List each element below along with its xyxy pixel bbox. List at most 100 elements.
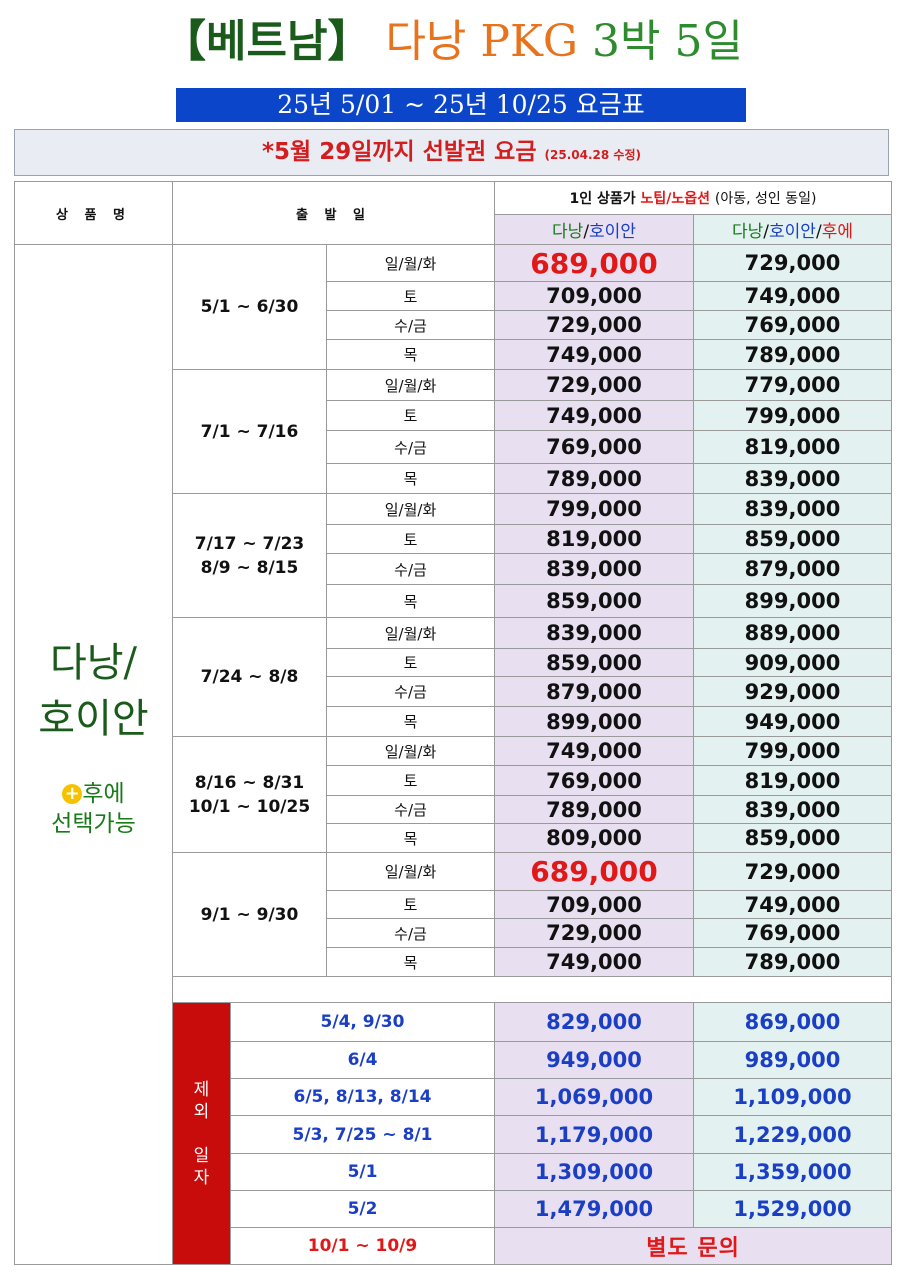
price-cell: 859,000 bbox=[693, 524, 892, 554]
price-cell: 749,000 bbox=[494, 400, 694, 431]
price-cell: 839,000 bbox=[693, 493, 892, 525]
price-cell: 859,000 bbox=[494, 584, 694, 618]
day-cell: 토 bbox=[326, 281, 495, 311]
col2-hoian: 호이안 bbox=[769, 222, 816, 242]
day-cell: 토 bbox=[326, 648, 495, 677]
product-line1: 다낭/ bbox=[49, 640, 138, 686]
price-cell: 749,000 bbox=[693, 281, 892, 311]
day-cell: 수/금 bbox=[326, 795, 495, 824]
excluded-label-char: 일 bbox=[193, 1145, 210, 1166]
price-cell: 899,000 bbox=[494, 706, 694, 737]
day-cell: 토 bbox=[326, 890, 495, 919]
notice-revised: (25.04.28 수정) bbox=[544, 148, 641, 162]
product-cell: 다낭/호이안 + 후에 선택가능 bbox=[14, 244, 173, 1265]
period-range: 8/16 ~ 8/31 10/1 ~ 10/25 bbox=[172, 736, 327, 853]
price-cell: 769,000 bbox=[494, 430, 694, 464]
period-banner: 25년 5/01 ~ 25년 10/25 요금표 bbox=[176, 88, 746, 122]
title-nights: 3박 bbox=[592, 16, 661, 67]
price-cell: 859,000 bbox=[494, 648, 694, 677]
title-bracket-open: 【 bbox=[161, 16, 206, 67]
excluded-price: 1,069,000 bbox=[494, 1078, 694, 1116]
col2-hue: 후에 bbox=[821, 222, 853, 242]
day-cell: 일/월/화 bbox=[326, 736, 495, 766]
day-cell: 일/월/화 bbox=[326, 244, 495, 282]
price-cell: 839,000 bbox=[494, 553, 694, 585]
period-range: 7/24 ~ 8/8 bbox=[172, 617, 327, 737]
price-cell: 909,000 bbox=[693, 648, 892, 677]
col1-slash: / bbox=[583, 222, 590, 242]
excluded-price: 949,000 bbox=[494, 1041, 694, 1079]
price-cell: 929,000 bbox=[693, 676, 892, 707]
price-cell: 809,000 bbox=[494, 823, 694, 853]
day-cell: 수/금 bbox=[326, 676, 495, 707]
price-cell: 729,000 bbox=[494, 310, 694, 340]
excluded-label: 제 외 일 자 bbox=[172, 1002, 231, 1265]
day-cell: 목 bbox=[326, 339, 495, 370]
excluded-label-char: 제 bbox=[193, 1079, 210, 1100]
price-cell: 879,000 bbox=[693, 553, 892, 585]
header-price-highlight: 노팁/노옵션 bbox=[640, 191, 711, 207]
price-cell: 839,000 bbox=[494, 617, 694, 649]
day-cell: 토 bbox=[326, 400, 495, 431]
price-cell: 799,000 bbox=[693, 400, 892, 431]
price-cell: 819,000 bbox=[693, 765, 892, 796]
price-cell: 819,000 bbox=[494, 524, 694, 554]
range-line1: 7/24 ~ 8/8 bbox=[200, 667, 299, 687]
price-cell: 839,000 bbox=[693, 463, 892, 494]
day-cell: 수/금 bbox=[326, 553, 495, 585]
day-cell: 목 bbox=[326, 947, 495, 977]
header-price-prefix: 1인 상품가 bbox=[569, 191, 636, 207]
price-cell: 799,000 bbox=[494, 493, 694, 525]
price-cell: 749,000 bbox=[494, 947, 694, 977]
excluded-dates: 5/3, 7/25 ~ 8/1 bbox=[230, 1115, 495, 1154]
price-cell: 789,000 bbox=[494, 795, 694, 824]
day-cell: 수/금 bbox=[326, 310, 495, 340]
excluded-dates: 6/5, 8/13, 8/14 bbox=[230, 1078, 495, 1116]
notice-banner: *5월 29일까지 선발권 요금 (25.04.28 수정) bbox=[14, 129, 889, 176]
price-cell: 949,000 bbox=[693, 706, 892, 737]
range-line1: 7/17 ~ 7/23 bbox=[194, 533, 305, 554]
day-cell: 일/월/화 bbox=[326, 617, 495, 649]
excluded-price: 1,179,000 bbox=[494, 1115, 694, 1154]
day-cell: 수/금 bbox=[326, 430, 495, 464]
price-cell: 729,000 bbox=[494, 369, 694, 401]
day-cell: 토 bbox=[326, 765, 495, 796]
price-cell: 749,000 bbox=[494, 736, 694, 766]
excluded-price: 869,000 bbox=[693, 1002, 892, 1042]
title-country: 베트남 bbox=[205, 16, 328, 67]
price-cell: 749,000 bbox=[494, 339, 694, 370]
day-cell: 목 bbox=[326, 823, 495, 853]
price-cell: 789,000 bbox=[693, 947, 892, 977]
period-range: 7/1 ~ 7/16 bbox=[172, 369, 327, 494]
price-cell: 749,000 bbox=[693, 890, 892, 919]
price-cell: 689,000 bbox=[494, 852, 694, 891]
product-name: 다낭/호이안 bbox=[16, 635, 172, 747]
excluded-label-char: 자 bbox=[193, 1167, 210, 1188]
price-cell: 769,000 bbox=[693, 310, 892, 340]
excluded-dates: 6/4 bbox=[230, 1041, 495, 1079]
price-cell: 769,000 bbox=[693, 918, 892, 948]
product-hue-option: + 후에 선택가능 bbox=[16, 779, 172, 839]
excluded-price: 989,000 bbox=[693, 1041, 892, 1079]
col2-danang: 다낭 bbox=[732, 222, 764, 242]
title-bracket-close: 】 bbox=[327, 16, 372, 67]
day-cell: 일/월/화 bbox=[326, 369, 495, 401]
header-product: 상 품 명 bbox=[14, 181, 173, 245]
price-cell: 769,000 bbox=[494, 765, 694, 796]
day-cell: 목 bbox=[326, 706, 495, 737]
period-range: 9/1 ~ 9/30 bbox=[172, 852, 327, 977]
excluded-dates: 5/4, 9/30 bbox=[230, 1002, 495, 1042]
range-line1: 9/1 ~ 9/30 bbox=[200, 904, 299, 925]
price-cell: 729,000 bbox=[693, 244, 892, 282]
range-line2: 8/9 ~ 8/15 bbox=[200, 557, 299, 578]
col-header-danang-hoian-hue: 다낭/호이안/후에 bbox=[693, 214, 892, 245]
day-cell: 토 bbox=[326, 524, 495, 554]
product-line2: 호이안 bbox=[38, 696, 149, 742]
day-cell: 일/월/화 bbox=[326, 852, 495, 891]
day-cell: 목 bbox=[326, 463, 495, 494]
price-cell: 789,000 bbox=[494, 463, 694, 494]
day-cell: 목 bbox=[326, 584, 495, 618]
col2-slash1: / bbox=[763, 222, 770, 242]
col1-hoian: 호이안 bbox=[589, 222, 636, 242]
excluded-price: 829,000 bbox=[494, 1002, 694, 1042]
